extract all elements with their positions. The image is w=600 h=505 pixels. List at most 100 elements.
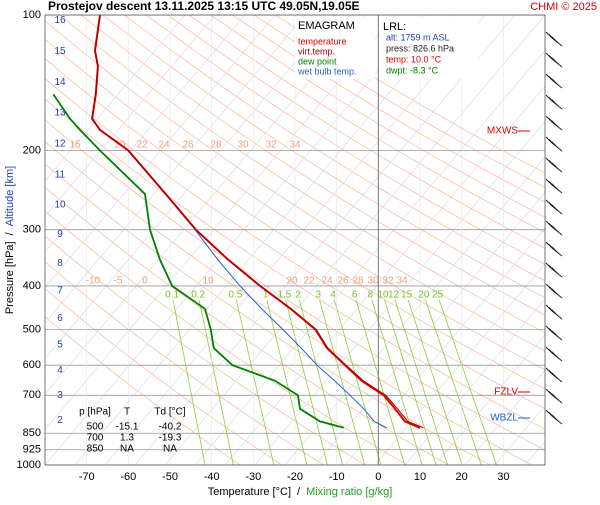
table-header: Td [°C] [154,407,185,418]
mixing-ratio-label: 1.5 [277,290,291,301]
altitude-label: 3 [57,390,63,401]
adiabat-label: 28 [352,276,364,287]
adiabat-label: 34 [396,276,408,287]
altitude-label: 7 [57,286,63,297]
x-tick-label: 30 [497,471,509,483]
altitude-label: 10 [54,200,66,211]
adiabat-label: 24 [321,276,333,287]
mixing-ratio-label: 3 [316,290,322,301]
altitude-label: 2 [57,415,63,426]
mixing-ratio-label: 0.1 [165,290,179,301]
table-cell: 1.3 [120,433,134,444]
x-tick-label: -70 [79,471,95,483]
mixing-ratio-label: 25 [432,290,444,301]
mixing-ratio-label: 20 [418,290,430,301]
table-cell: 700 [87,433,104,444]
annotation: MXWS [487,126,518,137]
table-cell: -15.1 [116,422,139,433]
table-cell: -19.3 [159,433,182,444]
y-tick-label: 850 [23,427,41,439]
mixing-ratio-label: 12 [388,290,400,301]
altitude-label: 12 [54,138,66,149]
mixing-ratio-label: 6 [352,290,358,301]
x-tick-label: -60 [120,471,136,483]
altitude-label: 8 [57,258,63,269]
x-tick-label: -10 [329,471,345,483]
adiabat-label: 26 [337,276,349,287]
x-axis-label: Temperature [°C]/Mixing ratio [g/kg] [208,486,393,498]
table-header: p [hPa] [79,407,111,418]
table-cell: 850 [87,444,104,455]
table-cell: NA [120,444,134,455]
adiabat-label: -5 [114,276,123,287]
x-tick-label: -50 [162,471,178,483]
altitude-label: 14 [54,77,66,88]
x-label-part: Temperature [°C] [208,486,291,498]
copyright: CHMI © 2025 [530,1,597,13]
adiabat-label: 10 [202,276,214,287]
x-tick-label: -40 [204,471,220,483]
x-tick-label: -20 [287,471,303,483]
altitude-label: 16 [54,15,66,26]
lrl-line: press: 826.6 hPa [386,43,454,53]
y-tick-label: 1000 [17,459,41,471]
annotation: FZLV [494,387,518,398]
adiabat-label: 32 [265,140,277,151]
adiabat-label: 24 [158,140,170,151]
y-tick-label: 200 [23,144,41,156]
adiabat-label: 32 [382,276,394,287]
y-label-part: Pressure [hPa] [4,241,16,314]
annotation: WBZL [490,413,518,424]
mixing-ratio-label: 2 [295,290,301,301]
mixing-ratio-label: 4 [330,290,336,301]
altitude-label: 15 [54,46,66,57]
y-tick-label: 700 [23,389,41,401]
adiabat-label: 30 [237,140,249,151]
y-tick-label: 100 [23,9,41,21]
altitude-label: 5 [57,339,63,350]
adiabat-label: 34 [289,140,301,151]
y-label-part: Altitude [km] [4,166,16,227]
legend-entry: wet bulb temp. [297,66,357,76]
adiabat-label: 26 [182,140,194,151]
table-cell: -40.2 [159,422,182,433]
adiabat-label: 20 [286,276,298,287]
y-tick-label: 300 [23,224,41,236]
altitude-label: 9 [57,229,63,240]
mixing-ratio-label: 0.2 [191,290,205,301]
mixing-ratio-label: 15 [401,290,413,301]
lrl-line: dwpt: -8.3 °C [386,65,439,75]
y-tick-label: 600 [23,359,41,371]
altitude-label: 11 [55,169,66,180]
table-cell: 500 [87,422,104,433]
y-tick-label: 500 [23,323,41,335]
lrl-line: temp: 10.0 °C [386,54,442,64]
table-header: T [124,407,130,418]
x-tick-label: -30 [245,471,261,483]
legend-entry: dew point [298,56,337,66]
adiabat-label: 28 [210,140,222,151]
legend-entry: virt.temp. [298,46,335,56]
chart-title: Prostejov descent 13.11.2025 13:15 UTC 4… [48,0,360,13]
x-tick-label: 10 [414,471,426,483]
adiabat-label: 15 [69,140,81,151]
table-cell: NA [163,444,177,455]
adiabat-label: -10 [86,276,101,287]
legend-title: EMAGRAM [298,20,355,32]
mixing-ratio-label: 0.5 [228,290,242,301]
x-label-part: Mixing ratio [g/kg] [306,486,392,498]
altitude-label: 6 [57,313,63,324]
altitude-label: 4 [57,365,63,376]
y-tick-label: 400 [23,280,41,292]
y-tick-label: 925 [23,444,41,456]
adiabat-label: 22 [136,140,148,151]
x-tick-label: 0 [375,471,381,483]
mixing-ratio-label: 8 [368,290,374,301]
adiabat-label: 0 [142,276,148,287]
lrl-title: LRL: [383,21,406,33]
lrl-line: alt: 1759 m ASL [386,32,450,42]
adiabat-label: 22 [303,276,315,287]
legend-entry: temperature [298,36,347,46]
x-tick-label: 20 [456,471,468,483]
